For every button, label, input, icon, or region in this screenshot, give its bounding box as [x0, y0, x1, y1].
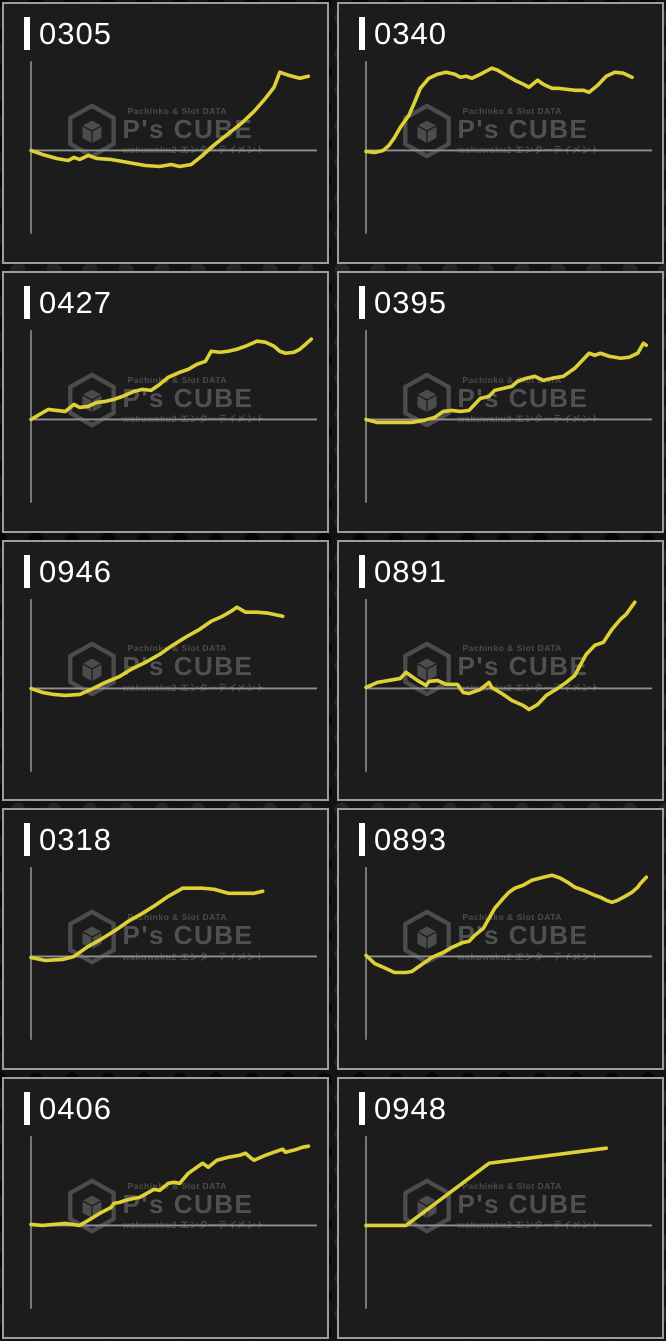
watermark-subtext-top: Pachinko & Slot DATA [127, 105, 227, 116]
machine-panel[interactable]: Pachinko & Slot DATA P's CUBE wakuwaku2 … [337, 270, 664, 533]
machine-number: 0395 [374, 284, 447, 320]
watermark-brand: P's CUBE [122, 920, 254, 951]
header-accent-bar [359, 285, 365, 319]
watermark-brand: P's CUBE [457, 1189, 589, 1220]
machine-header: 0948 [359, 1091, 447, 1127]
header-accent-bar [359, 823, 365, 857]
machine-header: 0318 [24, 822, 112, 858]
watermark-brand: P's CUBE [122, 651, 254, 682]
machine-number: 0891 [374, 553, 447, 589]
payout-line-chart [29, 867, 317, 1041]
watermark-brand: P's CUBE [457, 651, 589, 682]
machine-panel[interactable]: Pachinko & Slot DATA P's CUBE wakuwaku2 … [2, 1077, 329, 1339]
header-accent-bar [24, 823, 30, 857]
watermark-subtext-top: Pachinko & Slot DATA [462, 643, 562, 654]
header-accent-bar [359, 17, 365, 50]
payout-line-chart [29, 598, 317, 772]
machine-panel[interactable]: Pachinko & Slot DATA P's CUBE wakuwaku2 … [337, 539, 664, 802]
machine-panel[interactable]: Pachinko & Slot DATA P's CUBE wakuwaku2 … [2, 539, 329, 802]
machine-header: 0893 [359, 822, 447, 858]
watermark-brand: P's CUBE [457, 113, 589, 144]
machine-number: 0948 [374, 1091, 447, 1127]
watermark-subtext-top: Pachinko & Slot DATA [127, 1181, 227, 1192]
watermark-subtext-top: Pachinko & Slot DATA [127, 643, 227, 654]
watermark-brand: P's CUBE [122, 113, 254, 144]
header-accent-bar [359, 554, 365, 588]
payout-line-chart [364, 867, 652, 1041]
machine-number: 0406 [39, 1091, 112, 1127]
payout-line-chart [364, 329, 652, 503]
machine-panel[interactable]: Pachinko & Slot DATA P's CUBE wakuwaku2 … [337, 1077, 664, 1339]
watermark-subtext-top: Pachinko & Slot DATA [462, 1181, 562, 1192]
machine-panel[interactable]: Pachinko & Slot DATA P's CUBE wakuwaku2 … [2, 2, 329, 264]
machine-number: 0305 [39, 16, 112, 51]
machine-header: 0340 [359, 17, 447, 50]
header-accent-bar [24, 1092, 30, 1126]
machine-header: 0891 [359, 553, 447, 589]
watermark-subtext-top: Pachinko & Slot DATA [127, 912, 227, 923]
payout-line-chart [364, 1136, 652, 1309]
machine-header: 0427 [24, 284, 112, 320]
header-accent-bar [24, 17, 30, 50]
payout-line-chart [29, 329, 317, 503]
machine-panel[interactable]: Pachinko & Slot DATA P's CUBE wakuwaku2 … [337, 808, 664, 1071]
watermark-subtext-top: Pachinko & Slot DATA [127, 374, 227, 385]
watermark-brand: P's CUBE [457, 920, 589, 951]
header-accent-bar [359, 1092, 365, 1126]
machine-number: 0427 [39, 284, 112, 320]
watermark-subtext-top: Pachinko & Slot DATA [462, 912, 562, 923]
machine-panel[interactable]: Pachinko & Slot DATA P's CUBE wakuwaku2 … [337, 2, 664, 264]
machine-number: 0340 [374, 16, 447, 51]
watermark-subtext-top: Pachinko & Slot DATA [462, 374, 562, 385]
payout-line-chart [29, 61, 317, 234]
machine-header: 0395 [359, 284, 447, 320]
machine-header: 0946 [24, 553, 112, 589]
machine-panel[interactable]: Pachinko & Slot DATA P's CUBE wakuwaku2 … [2, 270, 329, 533]
machine-header: 0406 [24, 1091, 112, 1127]
machine-number: 0893 [374, 822, 447, 858]
payout-line-chart [364, 598, 652, 772]
machine-number: 0318 [39, 822, 112, 858]
payout-line-chart [364, 61, 652, 234]
payout-line-chart [29, 1136, 317, 1309]
machine-panel[interactable]: Pachinko & Slot DATA P's CUBE wakuwaku2 … [2, 808, 329, 1071]
header-accent-bar [24, 285, 30, 319]
machine-number: 0946 [39, 553, 112, 589]
watermark-subtext-top: Pachinko & Slot DATA [462, 105, 562, 116]
machine-header: 0305 [24, 17, 112, 50]
header-accent-bar [24, 554, 30, 588]
